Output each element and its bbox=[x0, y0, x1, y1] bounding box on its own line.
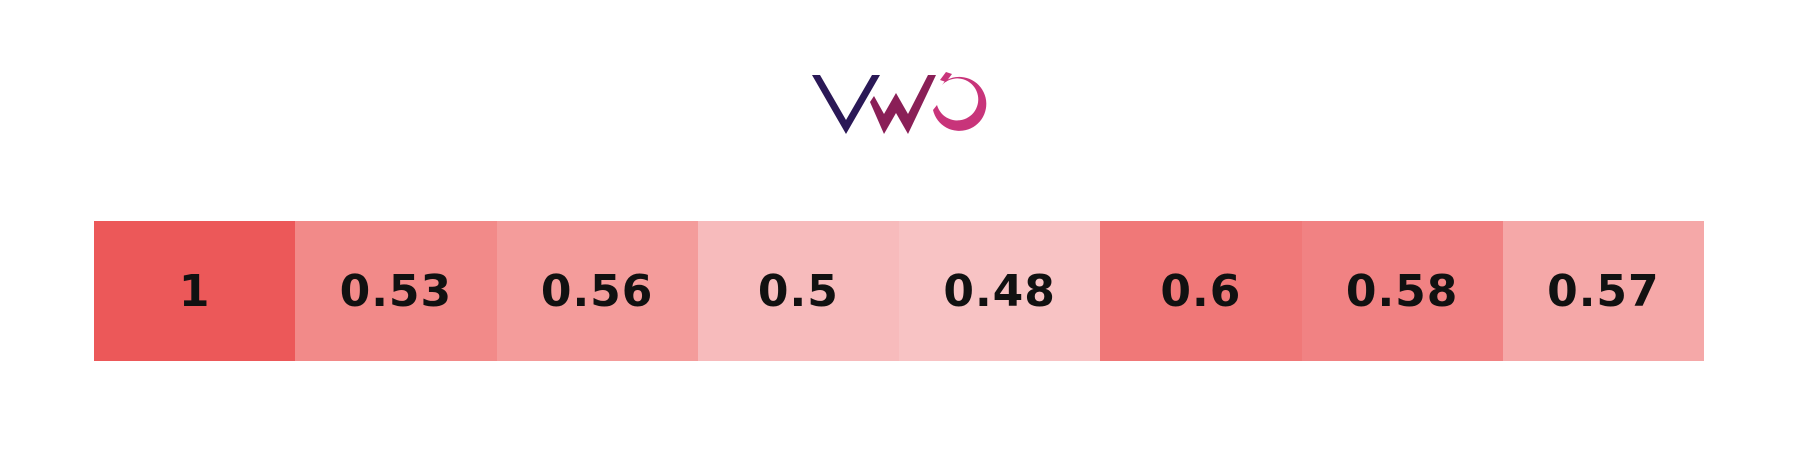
heatmap-cell-2: 0.53 bbox=[295, 221, 497, 361]
heatmap-cell-7: 0.58 bbox=[1301, 221, 1503, 361]
heatmap-cell-3: 0.56 bbox=[496, 221, 698, 361]
heatmap-cell-6: 0.6 bbox=[1100, 221, 1302, 361]
heatmap-cell-label: 0.48 bbox=[943, 265, 1056, 317]
heatmap-cell-4: 0.5 bbox=[697, 221, 899, 361]
heatmap-cell-1: 1 bbox=[94, 221, 296, 361]
heatmap-cell-label: 0.56 bbox=[540, 265, 654, 317]
logo-w-mark bbox=[870, 75, 936, 134]
logo-v-mark bbox=[812, 75, 880, 134]
vwo-logo-icon bbox=[812, 72, 987, 134]
heatmap-cell-label: 0.53 bbox=[339, 265, 453, 317]
heatmap-cell-8: 0.57 bbox=[1502, 221, 1704, 361]
heatmap-cell-label: 1 bbox=[178, 265, 211, 317]
logo-o-mark bbox=[933, 72, 987, 131]
heatmap-cell-5: 0.48 bbox=[899, 221, 1101, 361]
heatmap-cell-label: 0.5 bbox=[757, 265, 839, 317]
heatmap-cell-label: 0.6 bbox=[1160, 265, 1242, 317]
heatmap-cell-label: 0.58 bbox=[1345, 265, 1459, 317]
heatmap-cell-label: 0.57 bbox=[1547, 265, 1660, 317]
heatmap-strip: 1 0.53 0.56 0.5 0.48 0.6 0.58 0.57 bbox=[94, 221, 1704, 361]
